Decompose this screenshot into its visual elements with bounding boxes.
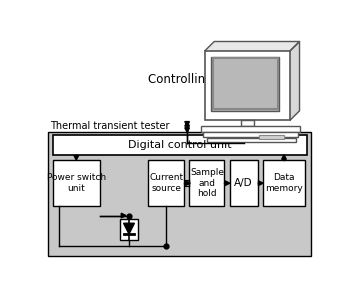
Polygon shape: [290, 42, 300, 120]
Bar: [189, 160, 224, 206]
Polygon shape: [185, 122, 189, 126]
Bar: [201, 126, 300, 132]
Bar: [53, 160, 99, 206]
Bar: [205, 51, 290, 120]
Text: Sample
and
hold: Sample and hold: [190, 168, 224, 198]
Bar: [53, 135, 307, 155]
Bar: [241, 120, 254, 126]
Text: Digital control unit: Digital control unit: [128, 140, 232, 150]
Bar: [211, 57, 279, 111]
Polygon shape: [282, 155, 286, 159]
Polygon shape: [258, 181, 263, 185]
Polygon shape: [225, 181, 230, 185]
Polygon shape: [124, 223, 134, 234]
Text: Controlling PC: Controlling PC: [148, 73, 231, 86]
Bar: [230, 160, 258, 206]
Polygon shape: [185, 122, 189, 126]
Bar: [120, 219, 138, 240]
Polygon shape: [186, 181, 190, 185]
Polygon shape: [121, 213, 126, 218]
Text: A/D: A/D: [234, 178, 253, 188]
Text: Thermal transient tester: Thermal transient tester: [50, 121, 169, 131]
Polygon shape: [185, 128, 189, 132]
Bar: [48, 132, 311, 256]
Text: Data
memory: Data memory: [265, 173, 303, 193]
Bar: [206, 138, 296, 141]
Text: Power switch
unit: Power switch unit: [47, 173, 106, 193]
Polygon shape: [205, 42, 300, 51]
Bar: [203, 132, 298, 137]
Text: Current
source: Current source: [149, 173, 183, 193]
Polygon shape: [74, 156, 79, 160]
Bar: [148, 160, 184, 206]
Bar: [259, 135, 284, 138]
Bar: [263, 160, 305, 206]
Bar: [213, 58, 278, 109]
